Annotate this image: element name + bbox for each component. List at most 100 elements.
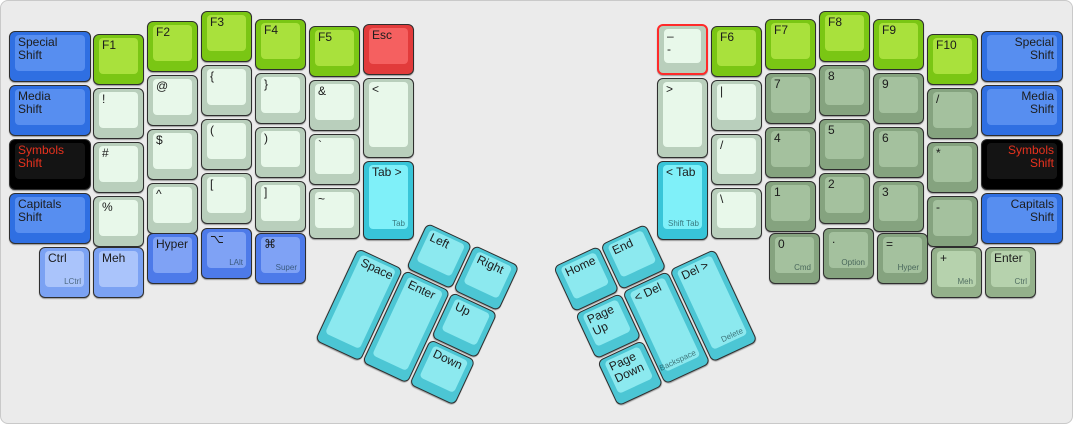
key-label: ! xyxy=(102,92,106,106)
key-caret[interactable]: ^ xyxy=(147,183,198,234)
key-f9[interactable]: F9 xyxy=(873,19,924,70)
keycap-top: Special Shift xyxy=(15,35,85,71)
key-label: Tab > xyxy=(372,165,402,179)
key-f4[interactable]: F4 xyxy=(255,19,306,70)
key-right-brace[interactable]: } xyxy=(255,73,306,124)
keycap-top: * xyxy=(933,146,972,182)
key-num-7[interactable]: 7 xyxy=(765,73,816,124)
key-special-shift-right[interactable]: Special Shift xyxy=(981,31,1063,82)
keycap-top: 8 xyxy=(825,69,864,105)
keycap-top: Enter Ctrl xyxy=(991,251,1030,287)
key-left-paren[interactable]: ( xyxy=(201,119,252,170)
key-right-paren[interactable]: ) xyxy=(255,127,306,178)
key-label: Capitals Shift xyxy=(18,197,62,224)
key-backslash[interactable]: \ xyxy=(711,188,762,239)
key-shift-tab[interactable]: < Tab Shift Tab xyxy=(657,161,708,240)
key-num-4[interactable]: 4 xyxy=(765,127,816,178)
key-left-bracket[interactable]: [ xyxy=(201,173,252,224)
key-lctrl[interactable]: Ctrl LCtrl xyxy=(39,247,90,298)
key-f2[interactable]: F2 xyxy=(147,21,198,72)
key-capitals-shift-right[interactable]: Capitals Shift xyxy=(981,193,1063,244)
key-hash[interactable]: # xyxy=(93,142,144,193)
keycap-top: Special Shift xyxy=(987,35,1057,71)
key-meh-left[interactable]: Meh xyxy=(93,247,144,298)
keycap-top: { xyxy=(207,69,246,105)
key-label: Right xyxy=(474,252,507,277)
key-pipe[interactable]: | xyxy=(711,80,762,131)
key-label: Ctrl xyxy=(48,251,67,265)
key-slash-right[interactable]: / xyxy=(927,88,978,139)
key-label: = xyxy=(886,237,894,251)
key-hyper-left[interactable]: Hyper xyxy=(147,233,198,284)
key-label: Esc xyxy=(372,28,393,42)
key-num-6[interactable]: 6 xyxy=(873,127,924,178)
key-num-0[interactable]: 0 Cmd xyxy=(769,233,820,284)
key-minus[interactable]: - xyxy=(927,196,978,247)
key-num-5[interactable]: 5 xyxy=(819,119,870,170)
key-right-bracket[interactable]: ] xyxy=(255,181,306,232)
key-f6[interactable]: F6 xyxy=(711,26,762,77)
key-dollar[interactable]: $ xyxy=(147,129,198,180)
key-f3[interactable]: F3 xyxy=(201,11,252,62)
key-asterisk[interactable]: * xyxy=(927,142,978,193)
key-plus[interactable]: + Meh xyxy=(931,247,982,298)
key-exclamation[interactable]: ! xyxy=(93,88,144,139)
key-label: < xyxy=(372,82,380,96)
keycap-top: ] xyxy=(261,185,300,221)
key-tab[interactable]: Tab > Tab xyxy=(363,161,414,240)
key-label: Left xyxy=(427,230,452,252)
key-num-1[interactable]: 1 xyxy=(765,181,816,232)
key-label: 2 xyxy=(828,177,835,191)
key-f10[interactable]: F10 xyxy=(927,34,978,85)
key-media-shift-right[interactable]: Media Shift xyxy=(981,85,1063,136)
keycap-top: – - xyxy=(664,29,701,63)
keycap-top: ! xyxy=(99,92,138,128)
key-label: F8 xyxy=(828,15,843,29)
key-label: Page Down xyxy=(606,349,647,386)
key-equals[interactable]: = Hyper xyxy=(877,233,928,284)
keycap-top: > xyxy=(663,82,702,147)
key-label: Media Shift xyxy=(1021,89,1054,116)
key-esc[interactable]: Esc xyxy=(363,24,414,75)
key-label: F10 xyxy=(936,38,957,52)
key-period[interactable]: . Option xyxy=(823,228,874,279)
key-percent[interactable]: % xyxy=(93,196,144,247)
key-f5[interactable]: F5 xyxy=(309,26,360,77)
key-ampersand[interactable]: & xyxy=(309,80,360,131)
key-label: 4 xyxy=(774,131,781,145)
key-slash-left[interactable]: / xyxy=(711,134,762,185)
key-backtick[interactable]: ` xyxy=(309,134,360,185)
key-greater-than[interactable]: > xyxy=(657,78,708,158)
key-num-3[interactable]: 3 xyxy=(873,181,924,232)
key-sublabel: Shift Tab xyxy=(668,219,699,228)
key-label: . xyxy=(832,232,836,246)
keycap-top: Esc xyxy=(369,28,408,64)
key-symbols-shift-left[interactable]: Symbols Shift xyxy=(9,139,91,190)
key-at[interactable]: @ xyxy=(147,75,198,126)
key-num-8[interactable]: 8 xyxy=(819,65,870,116)
key-left-brace[interactable]: { xyxy=(201,65,252,116)
key-super[interactable]: ⌘ Super xyxy=(255,233,306,284)
keycap-top: 1 xyxy=(771,185,810,221)
key-less-than[interactable]: < xyxy=(363,78,414,158)
key-lalt[interactable]: ⌥ LAlt xyxy=(201,228,252,279)
key-num-2[interactable]: 2 xyxy=(819,173,870,224)
key-symbols-shift-right[interactable]: Symbols Shift xyxy=(981,139,1063,190)
key-media-shift-left[interactable]: Media Shift xyxy=(9,85,91,136)
key-label: End xyxy=(609,235,636,258)
key-label: Del > xyxy=(679,257,711,283)
key-special-shift-left[interactable]: Special Shift xyxy=(9,31,91,82)
keycap-top: Media Shift xyxy=(987,89,1057,125)
key-dash-underscore[interactable]: – - xyxy=(657,24,708,75)
key-num-9[interactable]: 9 xyxy=(873,73,924,124)
key-f8[interactable]: F8 xyxy=(819,11,870,62)
keycap-top: F7 xyxy=(771,23,810,59)
key-enter-right[interactable]: Enter Ctrl xyxy=(985,247,1036,298)
key-f7[interactable]: F7 xyxy=(765,19,816,70)
key-label: / xyxy=(720,138,724,152)
key-f1[interactable]: F1 xyxy=(93,34,144,85)
key-tilde[interactable]: ~ xyxy=(309,188,360,239)
key-capitals-shift-left[interactable]: Capitals Shift xyxy=(9,193,91,244)
key-label: Special Shift xyxy=(18,35,58,62)
keycap-top: ^ xyxy=(153,187,192,223)
